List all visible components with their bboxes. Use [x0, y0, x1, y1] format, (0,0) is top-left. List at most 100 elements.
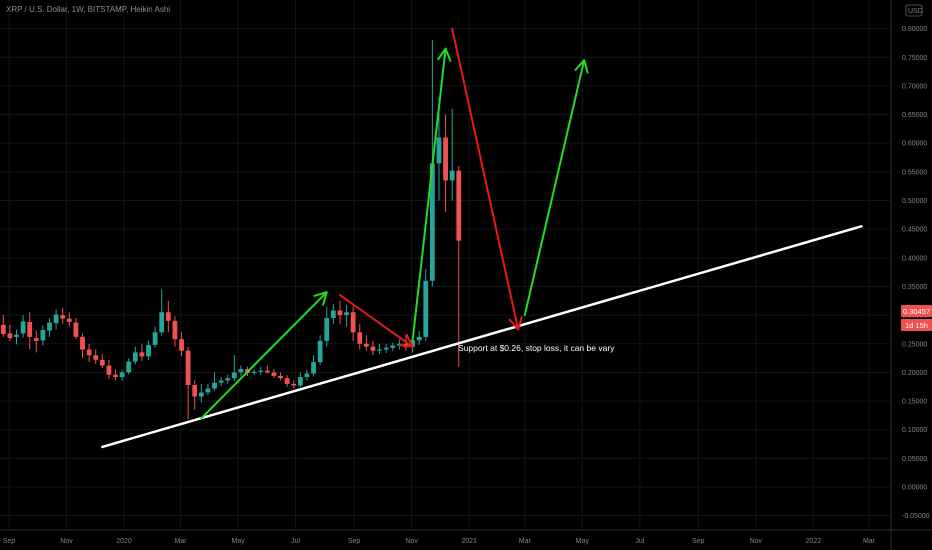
currency-button[interactable]	[905, 4, 923, 17]
x-tick-label: Nov	[750, 538, 763, 545]
y-tick-label: 0.15000	[902, 399, 927, 406]
candle-body	[344, 312, 349, 316]
support-trendline[interactable]	[101, 225, 863, 449]
green-arrow-3-head	[574, 59, 589, 74]
candle-body	[47, 322, 52, 331]
candle-body	[410, 340, 415, 348]
candle	[73, 318, 79, 340]
candle	[0, 315, 6, 337]
candle-body	[40, 330, 46, 341]
candle-body	[172, 320, 178, 340]
candle-body	[423, 280, 429, 337]
candle	[53, 309, 59, 330]
candle-body	[27, 322, 33, 337]
drawings	[101, 27, 863, 449]
candle	[271, 368, 277, 379]
x-tick-label: May	[576, 538, 590, 545]
candle-body	[429, 163, 435, 281]
candle	[297, 372, 303, 388]
x-tick-label: Sep	[692, 538, 705, 545]
candle-body	[231, 372, 237, 379]
y-tick-label: 0.45000	[902, 227, 927, 234]
candle	[258, 366, 264, 375]
candle	[324, 306, 330, 347]
candle-body	[443, 137, 448, 181]
red-arrow-1-line	[338, 294, 414, 348]
y-tick-label: 0.60000	[902, 141, 927, 148]
green-arrow-1[interactable]	[200, 291, 328, 420]
candle	[179, 332, 184, 357]
candle	[198, 383, 204, 403]
candle-body	[179, 339, 184, 351]
y-tick-label: 0.00000	[902, 485, 927, 492]
candle	[350, 306, 356, 341]
candle	[152, 326, 158, 348]
candle	[159, 289, 165, 336]
candle	[390, 342, 396, 351]
symbol-title: XRP / U.S. Dollar, 1W, BITSTAMP, Heikin …	[6, 5, 170, 14]
price-axis[interactable]: 0.80000 0.75000 0.70000 0.65000 0.60000 0.550…	[902, 26, 930, 520]
candle	[304, 369, 310, 381]
y-tick-label: 0.55000	[902, 169, 927, 176]
green-arrow-1-head	[313, 291, 328, 306]
candle	[7, 324, 13, 341]
candle-body	[330, 310, 336, 318]
header: XRP / U.S. Dollar, 1W, BITSTAMP, Heikin …	[6, 4, 923, 17]
candle	[27, 312, 33, 350]
candle	[449, 108, 455, 201]
candle-body	[390, 345, 396, 348]
green-arrow-2-line	[411, 47, 447, 342]
candle	[119, 369, 125, 382]
x-tick-label: Sep	[3, 538, 16, 545]
candle-body	[66, 318, 72, 323]
candle-body	[53, 314, 59, 324]
x-tick-label: 2020	[116, 538, 132, 545]
candle	[330, 303, 336, 324]
candle-body	[377, 349, 382, 351]
candle-body	[297, 377, 303, 386]
y-tick-label: 0.75000	[902, 55, 927, 62]
candle	[363, 335, 369, 351]
green-arrow-3[interactable]	[523, 59, 589, 317]
candle-body	[311, 362, 316, 374]
x-tick-label: Mar	[175, 538, 188, 545]
candle	[139, 343, 145, 361]
candle	[205, 383, 211, 396]
candle-body	[271, 372, 277, 376]
y-tick-label: -0.05000	[902, 513, 930, 520]
candle-body	[258, 370, 264, 372]
candle	[40, 325, 46, 346]
candle-body	[225, 378, 231, 381]
candle	[357, 323, 363, 350]
y-tick-label: 0.40000	[902, 255, 927, 262]
candle-body	[192, 385, 198, 397]
candle	[284, 375, 290, 387]
candle-body	[113, 374, 118, 378]
green-arrow-2[interactable]	[411, 47, 452, 342]
green-arrow-2-head	[437, 47, 452, 62]
candle	[14, 329, 19, 345]
candle-body	[324, 318, 330, 341]
candle-body	[291, 383, 297, 386]
candle	[238, 365, 244, 376]
y-tick-label: 0.50000	[902, 198, 927, 205]
candle-body	[251, 371, 257, 374]
candle	[113, 369, 118, 381]
red-arrow-2[interactable]	[451, 27, 523, 331]
x-tick-label: 2021	[461, 538, 477, 545]
candle-body	[73, 322, 79, 337]
candle	[377, 343, 382, 355]
candle-body	[317, 340, 323, 363]
red-arrow-1[interactable]	[338, 294, 414, 348]
y-tick-label: 0.20000	[902, 370, 927, 377]
annotations: Support at $0.26, stop loss, it can be v…	[458, 343, 615, 353]
candle	[86, 343, 92, 363]
candle-body	[14, 334, 19, 337]
candle	[311, 355, 316, 377]
candle	[126, 358, 132, 375]
candle	[146, 340, 151, 360]
x-tick-label: Mar	[519, 538, 532, 545]
candle	[185, 346, 191, 420]
time-axis[interactable]: Sep Nov 2020 Mar May Jul Sep Nov 2021 Mar May Jul Se…	[3, 538, 876, 545]
